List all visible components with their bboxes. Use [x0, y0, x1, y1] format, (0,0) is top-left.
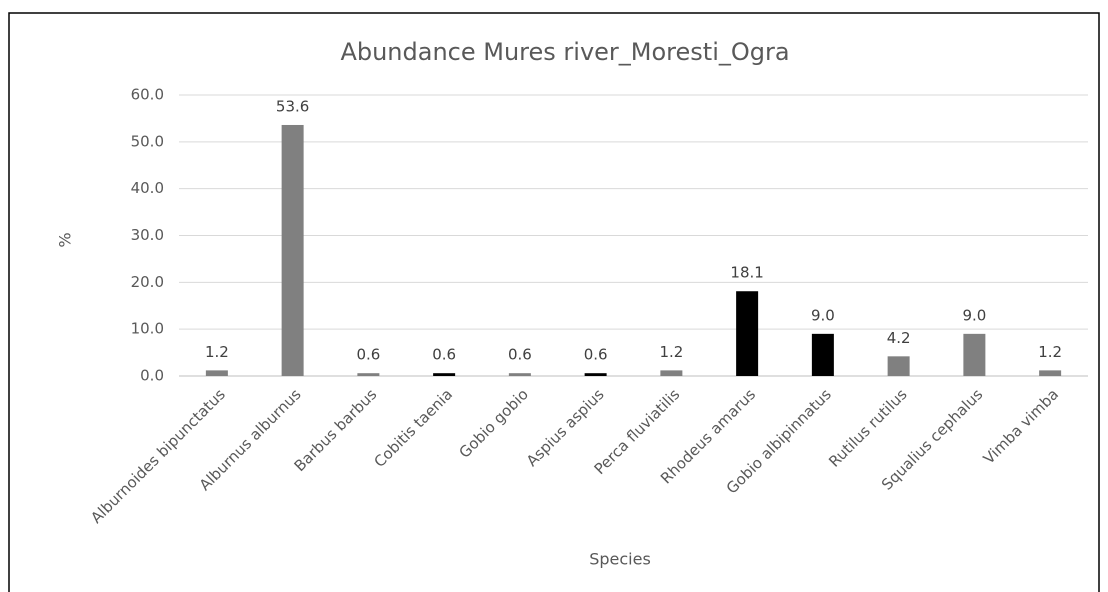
data-label: 0.6	[432, 346, 456, 364]
bar	[811, 333, 834, 376]
bar	[584, 373, 607, 376]
bar	[281, 124, 304, 377]
data-label: 9.0	[811, 306, 835, 324]
data-label: 1.2	[659, 343, 683, 361]
chart-frame	[8, 12, 1100, 592]
bar	[963, 333, 986, 376]
y-tick-label: 40.0	[131, 179, 164, 197]
y-tick-label: 20.0	[131, 273, 164, 291]
data-label: 1.2	[1038, 343, 1062, 361]
data-label: 0.6	[584, 346, 608, 364]
x-axis-label: Species	[589, 550, 651, 569]
y-tick-label: 60.0	[131, 86, 164, 104]
data-label: 53.6	[276, 97, 309, 115]
bar	[357, 373, 380, 376]
data-label: 0.6	[356, 346, 380, 364]
bar	[433, 373, 456, 376]
data-label: 18.1	[730, 264, 763, 282]
bar	[736, 291, 759, 376]
chart-title: Abundance Mures river_Moresti_Ogra	[340, 38, 789, 66]
bar	[887, 356, 910, 376]
data-label: 1.2	[205, 343, 229, 361]
y-tick-label: 30.0	[131, 226, 164, 244]
bar	[205, 370, 228, 376]
bar	[660, 370, 683, 376]
bar	[508, 373, 531, 376]
y-axis-label: %	[56, 232, 75, 247]
y-tick-label: 0.0	[140, 367, 164, 385]
data-label: 4.2	[887, 329, 911, 347]
y-tick-label: 50.0	[131, 132, 164, 150]
bar	[1039, 370, 1062, 376]
data-label: 0.6	[508, 346, 532, 364]
y-tick-label: 10.0	[131, 320, 164, 338]
data-label: 9.0	[962, 306, 986, 324]
